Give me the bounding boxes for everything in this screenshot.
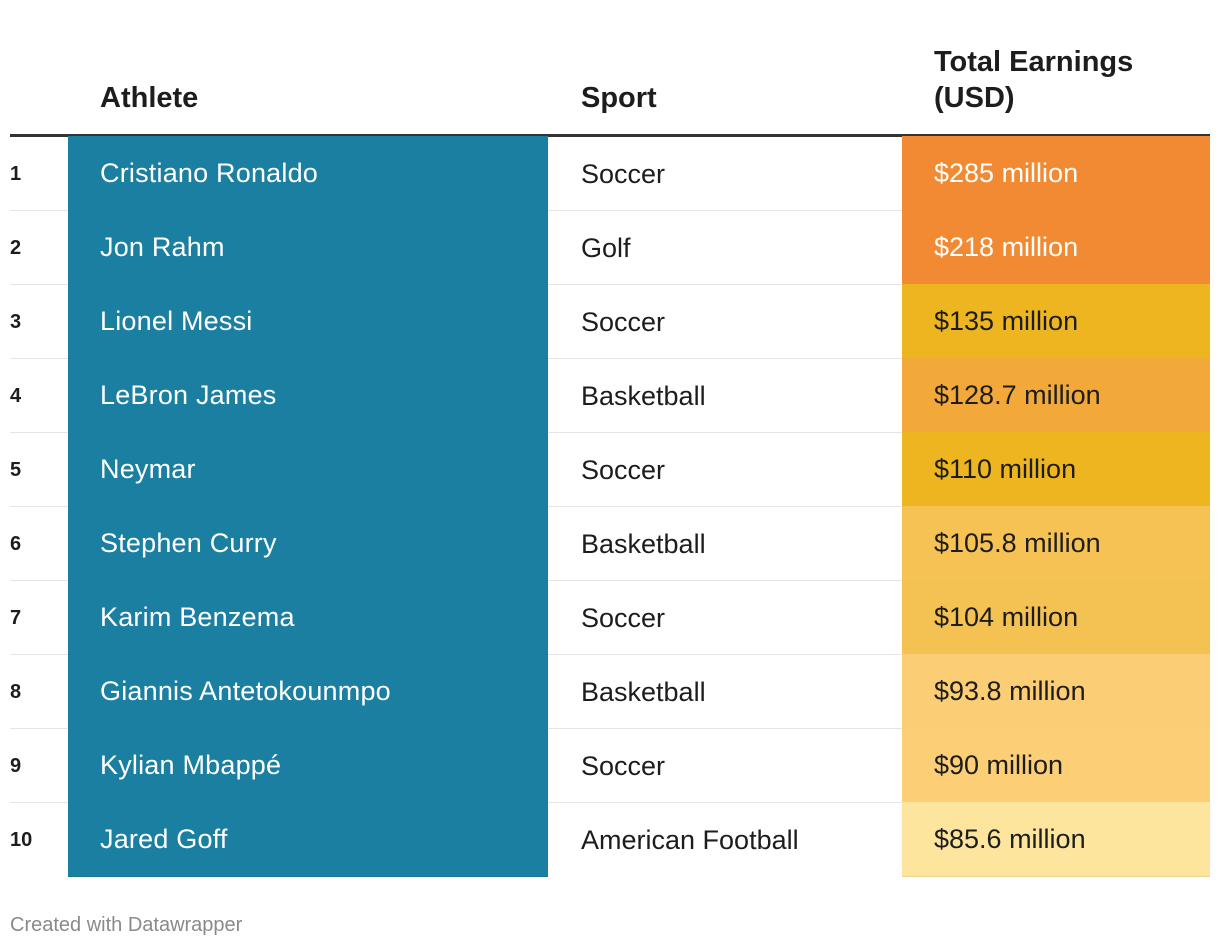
footer-credit[interactable]: Created with Datawrapper bbox=[10, 914, 243, 936]
athlete-name: Jared Goff bbox=[100, 824, 228, 854]
sport-cell: Basketball bbox=[581, 677, 706, 707]
athlete-cell: Jared Goff bbox=[68, 802, 548, 877]
earnings-cell: $218 million bbox=[902, 210, 1210, 285]
athlete-name: Kylian Mbappé bbox=[100, 750, 282, 780]
table-header: Athlete Sport Total Earnings (USD) bbox=[10, 0, 1210, 137]
header-athlete[interactable]: Athlete bbox=[100, 82, 199, 114]
athlete-cell: Karim Benzema bbox=[68, 580, 548, 655]
rank-cell: 7 bbox=[10, 607, 22, 629]
rank-cell: 8 bbox=[10, 681, 22, 703]
sport-cell: Soccer bbox=[581, 159, 666, 189]
earnings-value: $128.7 million bbox=[934, 380, 1101, 410]
header-earnings-line1: Total Earnings bbox=[934, 46, 1134, 78]
table-body: 1 Cristiano Ronaldo Soccer $285 million 2 Jon… bbox=[10, 136, 1210, 877]
earnings-value: $135 million bbox=[934, 306, 1079, 336]
athlete-cell: Giannis Antetokounmpo bbox=[68, 654, 548, 729]
table-row: 4 LeBron James Basketball $128.7 million bbox=[10, 358, 1210, 433]
earnings-value: $90 million bbox=[934, 750, 1064, 780]
table-row: 2 Jon Rahm Golf $218 million bbox=[10, 210, 1210, 285]
sport-cell: Soccer bbox=[581, 603, 666, 633]
earnings-cell: $128.7 million bbox=[902, 358, 1210, 433]
header-earnings[interactable]: Total Earnings (USD) bbox=[934, 44, 1194, 116]
earnings-value: $85.6 million bbox=[934, 824, 1086, 854]
rank-cell: 9 bbox=[10, 755, 22, 777]
athlete-name: Lionel Messi bbox=[100, 306, 253, 336]
earnings-cell: $90 million bbox=[902, 728, 1210, 803]
earnings-value: $105.8 million bbox=[934, 528, 1101, 558]
rank-cell: 1 bbox=[10, 163, 22, 185]
sport-cell: Basketball bbox=[581, 529, 706, 559]
athlete-name: Giannis Antetokounmpo bbox=[100, 676, 391, 706]
sport-cell: Soccer bbox=[581, 307, 666, 337]
sport-cell: Golf bbox=[581, 233, 631, 263]
athlete-name: Karim Benzema bbox=[100, 602, 295, 632]
athlete-cell: Cristiano Ronaldo bbox=[68, 136, 548, 211]
athlete-name: Neymar bbox=[100, 454, 196, 484]
athlete-name: Cristiano Ronaldo bbox=[100, 158, 319, 188]
earnings-value: $218 million bbox=[934, 232, 1079, 262]
rank-cell: 6 bbox=[10, 533, 22, 555]
athlete-cell: Stephen Curry bbox=[68, 506, 548, 581]
sport-cell: American Football bbox=[581, 825, 799, 855]
earnings-value: $104 million bbox=[934, 602, 1079, 632]
sport-cell: Basketball bbox=[581, 381, 706, 411]
rank-cell: 4 bbox=[10, 385, 22, 407]
athlete-name: Jon Rahm bbox=[100, 232, 225, 262]
header-sport[interactable]: Sport bbox=[581, 82, 657, 114]
earnings-cell: $110 million bbox=[902, 432, 1210, 507]
earnings-cell: $105.8 million bbox=[902, 506, 1210, 581]
athlete-cell: Lionel Messi bbox=[68, 284, 548, 359]
header-earnings-line2: (USD) bbox=[934, 82, 1015, 114]
table-row: 10 Jared Goff American Football $85.6 milli… bbox=[10, 802, 1210, 877]
earnings-cell: $285 million bbox=[902, 136, 1210, 211]
table-row: 1 Cristiano Ronaldo Soccer $285 million bbox=[10, 136, 1210, 211]
table-row: 5 Neymar Soccer $110 million bbox=[10, 432, 1210, 507]
earnings-value: $285 million bbox=[934, 158, 1079, 188]
table-row: 3 Lionel Messi Soccer $135 million bbox=[10, 284, 1210, 359]
athlete-name: LeBron James bbox=[100, 380, 277, 410]
athlete-cell: LeBron James bbox=[68, 358, 548, 433]
earnings-cell: $85.6 million bbox=[902, 802, 1210, 877]
earnings-value: $110 million bbox=[934, 454, 1077, 484]
sport-cell: Soccer bbox=[581, 455, 666, 485]
athlete-cell: Neymar bbox=[68, 432, 548, 507]
table-row: 8 Giannis Antetokounmpo Basketball $93.8 mi… bbox=[10, 654, 1210, 729]
sport-cell: Soccer bbox=[581, 751, 666, 781]
rank-cell: 5 bbox=[10, 459, 22, 481]
table-row: 9 Kylian Mbappé Soccer $90 million bbox=[10, 728, 1210, 803]
earnings-cell: $104 million bbox=[902, 580, 1210, 655]
earnings-cell: $135 million bbox=[902, 284, 1210, 359]
table-row: 7 Karim Benzema Soccer $104 million bbox=[10, 580, 1210, 655]
table-row: 6 Stephen Curry Basketball $105.8 million bbox=[10, 506, 1210, 581]
athlete-cell: Jon Rahm bbox=[68, 210, 548, 285]
rank-cell: 3 bbox=[10, 311, 22, 333]
rank-cell: 2 bbox=[10, 237, 22, 259]
athlete-name: Stephen Curry bbox=[100, 528, 277, 558]
athlete-cell: Kylian Mbappé bbox=[68, 728, 548, 803]
earnings-cell: $93.8 million bbox=[902, 654, 1210, 729]
earnings-value: $93.8 million bbox=[934, 676, 1086, 706]
rank-cell: 10 bbox=[10, 829, 33, 851]
earnings-table: Athlete Sport Total Earnings (USD) 1 Cris… bbox=[10, 0, 1210, 877]
